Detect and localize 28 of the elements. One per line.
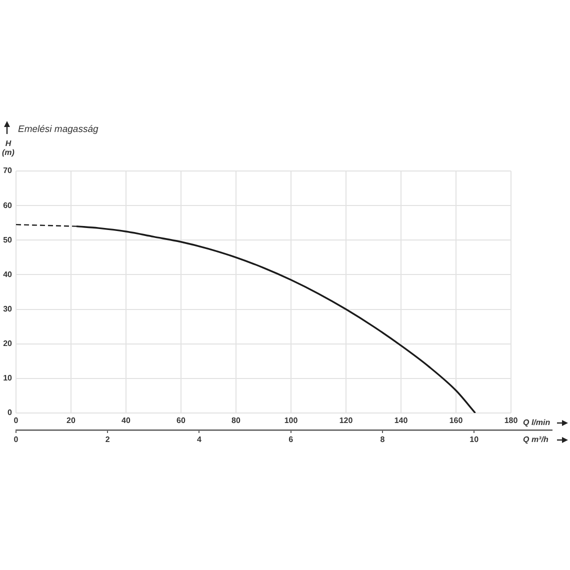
x-tick-label: 20	[66, 416, 76, 426]
x2-tick-label: 2	[105, 435, 110, 444]
x-tick-label: 0	[14, 416, 19, 426]
x2-axis-title: Q m³/h	[523, 435, 548, 444]
y-tick-label: 40	[3, 270, 13, 279]
y-tick-label: 10	[3, 374, 13, 383]
y-tick-label: 60	[3, 200, 13, 210]
x-tick-label: 160	[449, 416, 464, 426]
y-axis-title: H (m)	[2, 139, 14, 158]
x-tick-label: 180	[504, 416, 518, 426]
x2-tick-label: 0	[14, 435, 19, 444]
y-tick-label: 20	[3, 339, 13, 348]
x-tick-label: 120	[339, 416, 354, 426]
x-tick-label: 40	[122, 416, 131, 426]
x-tick-label: 60	[176, 416, 186, 426]
x-axis-title: Q l/min	[523, 418, 550, 427]
x2-tick-label: 6	[288, 435, 294, 444]
x-tick-label: 100	[284, 416, 298, 426]
y-tick-label: 0	[8, 408, 13, 418]
x-tick-label: 80	[232, 416, 241, 426]
x2-tick-label: 8	[380, 435, 386, 444]
y-tick-label: 30	[3, 304, 13, 314]
x2-tick-label: 4	[197, 435, 202, 444]
y-tick-label: 70	[3, 166, 13, 176]
y-tick-label: 50	[3, 235, 13, 244]
chart-title: Emelési magasság	[18, 124, 98, 135]
x2-tick-label: 10	[470, 435, 480, 444]
x-tick-label: 140	[394, 416, 408, 426]
